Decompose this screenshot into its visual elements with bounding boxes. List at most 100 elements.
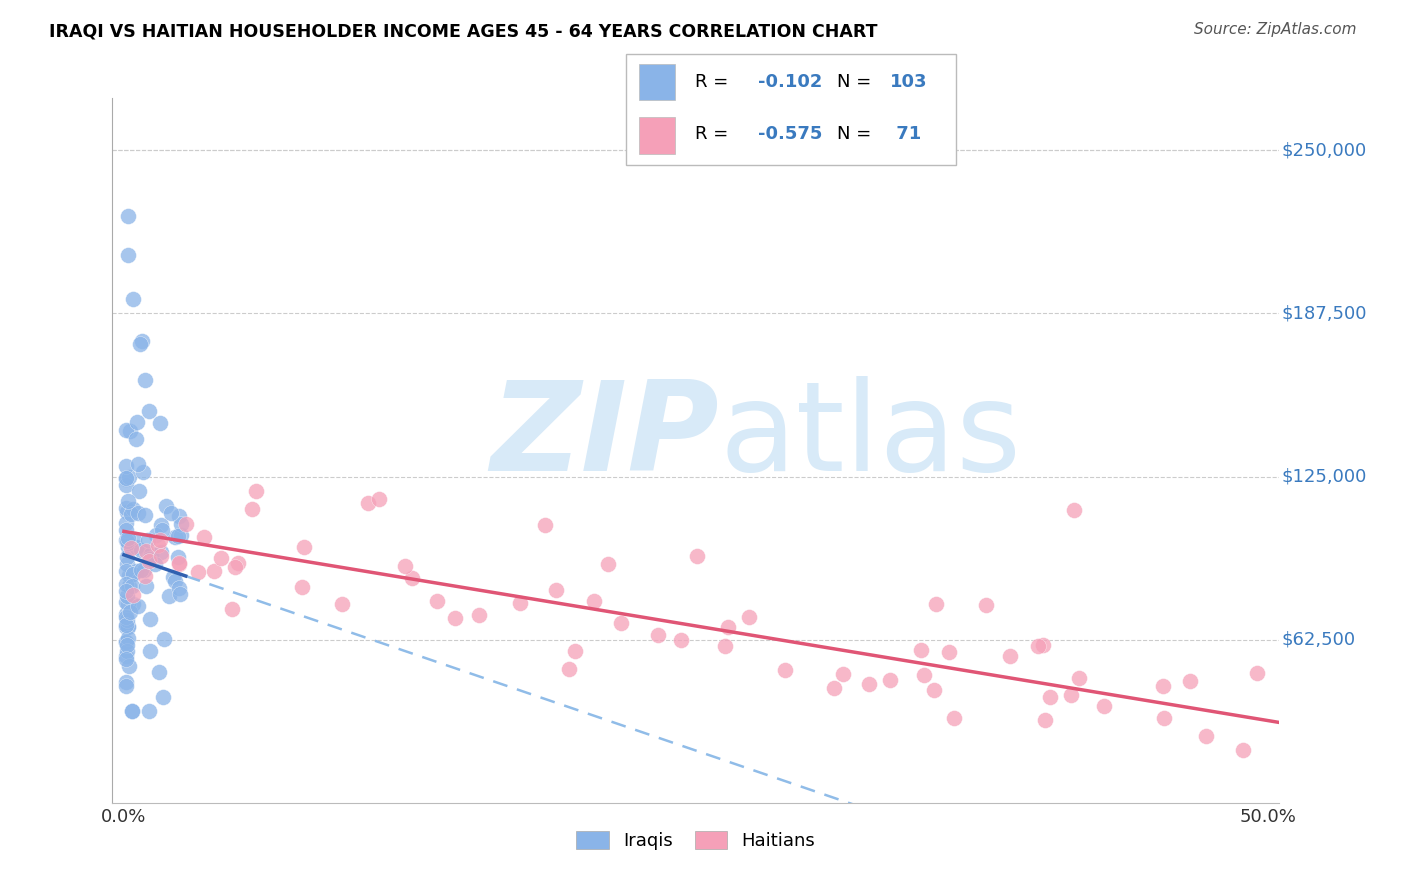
Point: [149, 549, 172, 563]
Point: [582, 593, 605, 607]
Point: [533, 517, 555, 532]
Point: [115, 609, 138, 624]
Point: [509, 596, 531, 610]
Point: [117, 493, 139, 508]
Text: $250,000: $250,000: [1282, 141, 1367, 160]
Point: [401, 571, 423, 585]
Point: [134, 373, 156, 387]
Point: [115, 595, 138, 609]
Point: [153, 632, 176, 646]
Point: [135, 544, 157, 558]
Point: [912, 667, 935, 681]
Point: [117, 209, 139, 223]
Point: [394, 558, 416, 573]
Point: [115, 648, 138, 663]
Point: [122, 567, 145, 582]
Text: 103: 103: [890, 73, 928, 91]
Point: [115, 674, 138, 689]
Point: [117, 531, 139, 545]
Point: [291, 580, 314, 594]
Point: [858, 677, 880, 691]
Legend: Iraqis, Haitians: Iraqis, Haitians: [569, 823, 823, 857]
Point: [1063, 503, 1085, 517]
Point: [163, 530, 186, 544]
Point: [131, 334, 153, 348]
Point: [115, 564, 138, 578]
Point: [167, 549, 190, 564]
Point: [647, 628, 669, 642]
Point: [163, 574, 186, 588]
Point: [125, 540, 148, 554]
Point: [118, 568, 141, 582]
Point: [135, 579, 157, 593]
Point: [974, 598, 997, 612]
Point: [129, 337, 152, 351]
Point: [823, 681, 845, 695]
Point: [117, 631, 139, 645]
Point: [128, 484, 150, 499]
Text: $187,500: $187,500: [1282, 304, 1367, 322]
Point: [115, 471, 138, 485]
Point: [139, 611, 162, 625]
Point: [141, 548, 163, 562]
Point: [118, 425, 141, 439]
Point: [1069, 671, 1091, 685]
Point: [127, 599, 149, 614]
Point: [1039, 690, 1062, 704]
Text: $125,000: $125,000: [1282, 467, 1367, 485]
Point: [117, 620, 139, 634]
Point: [224, 560, 246, 574]
Point: [121, 598, 143, 612]
Point: [115, 583, 138, 598]
Point: [134, 508, 156, 523]
Point: [910, 643, 932, 657]
Point: [132, 465, 155, 479]
Point: [115, 679, 138, 693]
Point: [773, 663, 796, 677]
Point: [467, 608, 489, 623]
Text: 71: 71: [890, 126, 921, 144]
Point: [292, 540, 315, 554]
Point: [167, 556, 190, 570]
Point: [115, 576, 138, 591]
Point: [115, 620, 138, 634]
Point: [148, 539, 170, 553]
Point: [115, 524, 138, 538]
Point: [1028, 640, 1050, 654]
Point: [170, 528, 193, 542]
Point: [122, 292, 145, 306]
Point: [1153, 711, 1175, 725]
Text: ZIP: ZIP: [491, 376, 720, 497]
Point: [738, 610, 761, 624]
Point: [169, 587, 191, 601]
Point: [357, 496, 380, 510]
Point: [115, 549, 138, 564]
Point: [193, 530, 215, 544]
Point: [115, 478, 138, 492]
Point: [115, 635, 138, 649]
Point: [1178, 674, 1201, 689]
Point: [922, 682, 945, 697]
Point: [117, 248, 139, 262]
Point: [127, 457, 149, 471]
Point: [129, 543, 152, 558]
Point: [136, 533, 159, 547]
Point: [245, 484, 267, 499]
Text: atlas: atlas: [720, 376, 1021, 497]
Point: [115, 500, 138, 515]
Point: [134, 563, 156, 577]
Point: [669, 633, 692, 648]
Point: [368, 491, 391, 506]
Point: [998, 648, 1021, 663]
Point: [1033, 714, 1056, 728]
Point: [150, 545, 173, 559]
Point: [121, 579, 143, 593]
Text: R =: R =: [695, 126, 734, 144]
Text: -0.575: -0.575: [758, 126, 823, 144]
Point: [115, 635, 138, 649]
Point: [942, 711, 965, 725]
Point: [129, 564, 152, 578]
Point: [118, 579, 141, 593]
Point: [1194, 729, 1216, 743]
Point: [117, 619, 139, 633]
